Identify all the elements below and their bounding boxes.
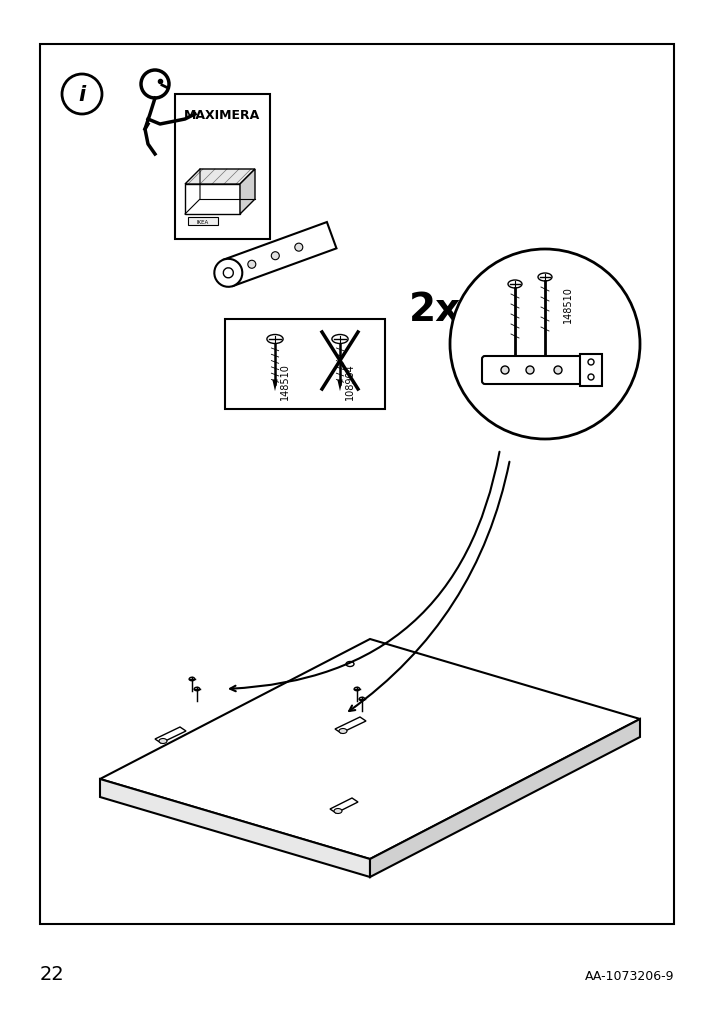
Polygon shape [100,779,370,878]
Ellipse shape [189,677,195,681]
Circle shape [554,367,562,375]
Text: MAXIMERA: MAXIMERA [184,108,260,121]
FancyBboxPatch shape [482,357,588,384]
Circle shape [526,367,534,375]
Circle shape [501,367,509,375]
Circle shape [450,250,640,440]
Bar [175,95,270,240]
Ellipse shape [346,662,354,667]
Polygon shape [100,639,640,859]
Bar [40,44,674,924]
Polygon shape [337,380,343,392]
Text: i: i [79,85,86,105]
Ellipse shape [248,261,256,269]
Ellipse shape [334,809,342,814]
Ellipse shape [332,336,348,344]
Polygon shape [272,380,278,392]
Text: 2x: 2x [409,291,461,329]
Polygon shape [223,222,336,287]
Text: 108904: 108904 [345,363,355,399]
Polygon shape [330,799,358,813]
Polygon shape [155,727,186,743]
Polygon shape [185,185,240,214]
Ellipse shape [267,336,283,344]
Text: 22: 22 [40,964,65,983]
Ellipse shape [508,281,522,289]
Ellipse shape [295,244,303,252]
Bar [225,319,385,409]
Ellipse shape [214,260,242,287]
Polygon shape [370,719,640,878]
Text: 148510: 148510 [280,363,290,399]
Ellipse shape [271,253,279,261]
Polygon shape [335,717,366,733]
Ellipse shape [359,698,365,701]
Text: IKEA: IKEA [197,219,209,224]
Ellipse shape [223,269,233,279]
Circle shape [588,360,594,366]
Polygon shape [240,170,255,214]
Circle shape [62,75,102,115]
Ellipse shape [159,739,167,744]
Text: AA-1073206-9: AA-1073206-9 [585,969,674,982]
Text: 148510: 148510 [563,286,573,324]
Ellipse shape [354,687,360,692]
Circle shape [588,375,594,380]
Ellipse shape [194,687,200,692]
Circle shape [141,71,169,99]
Polygon shape [513,362,517,370]
Bar [188,217,218,225]
Polygon shape [543,360,547,368]
Ellipse shape [538,274,552,282]
Bar [580,355,602,386]
Ellipse shape [339,729,347,734]
Polygon shape [185,170,255,185]
